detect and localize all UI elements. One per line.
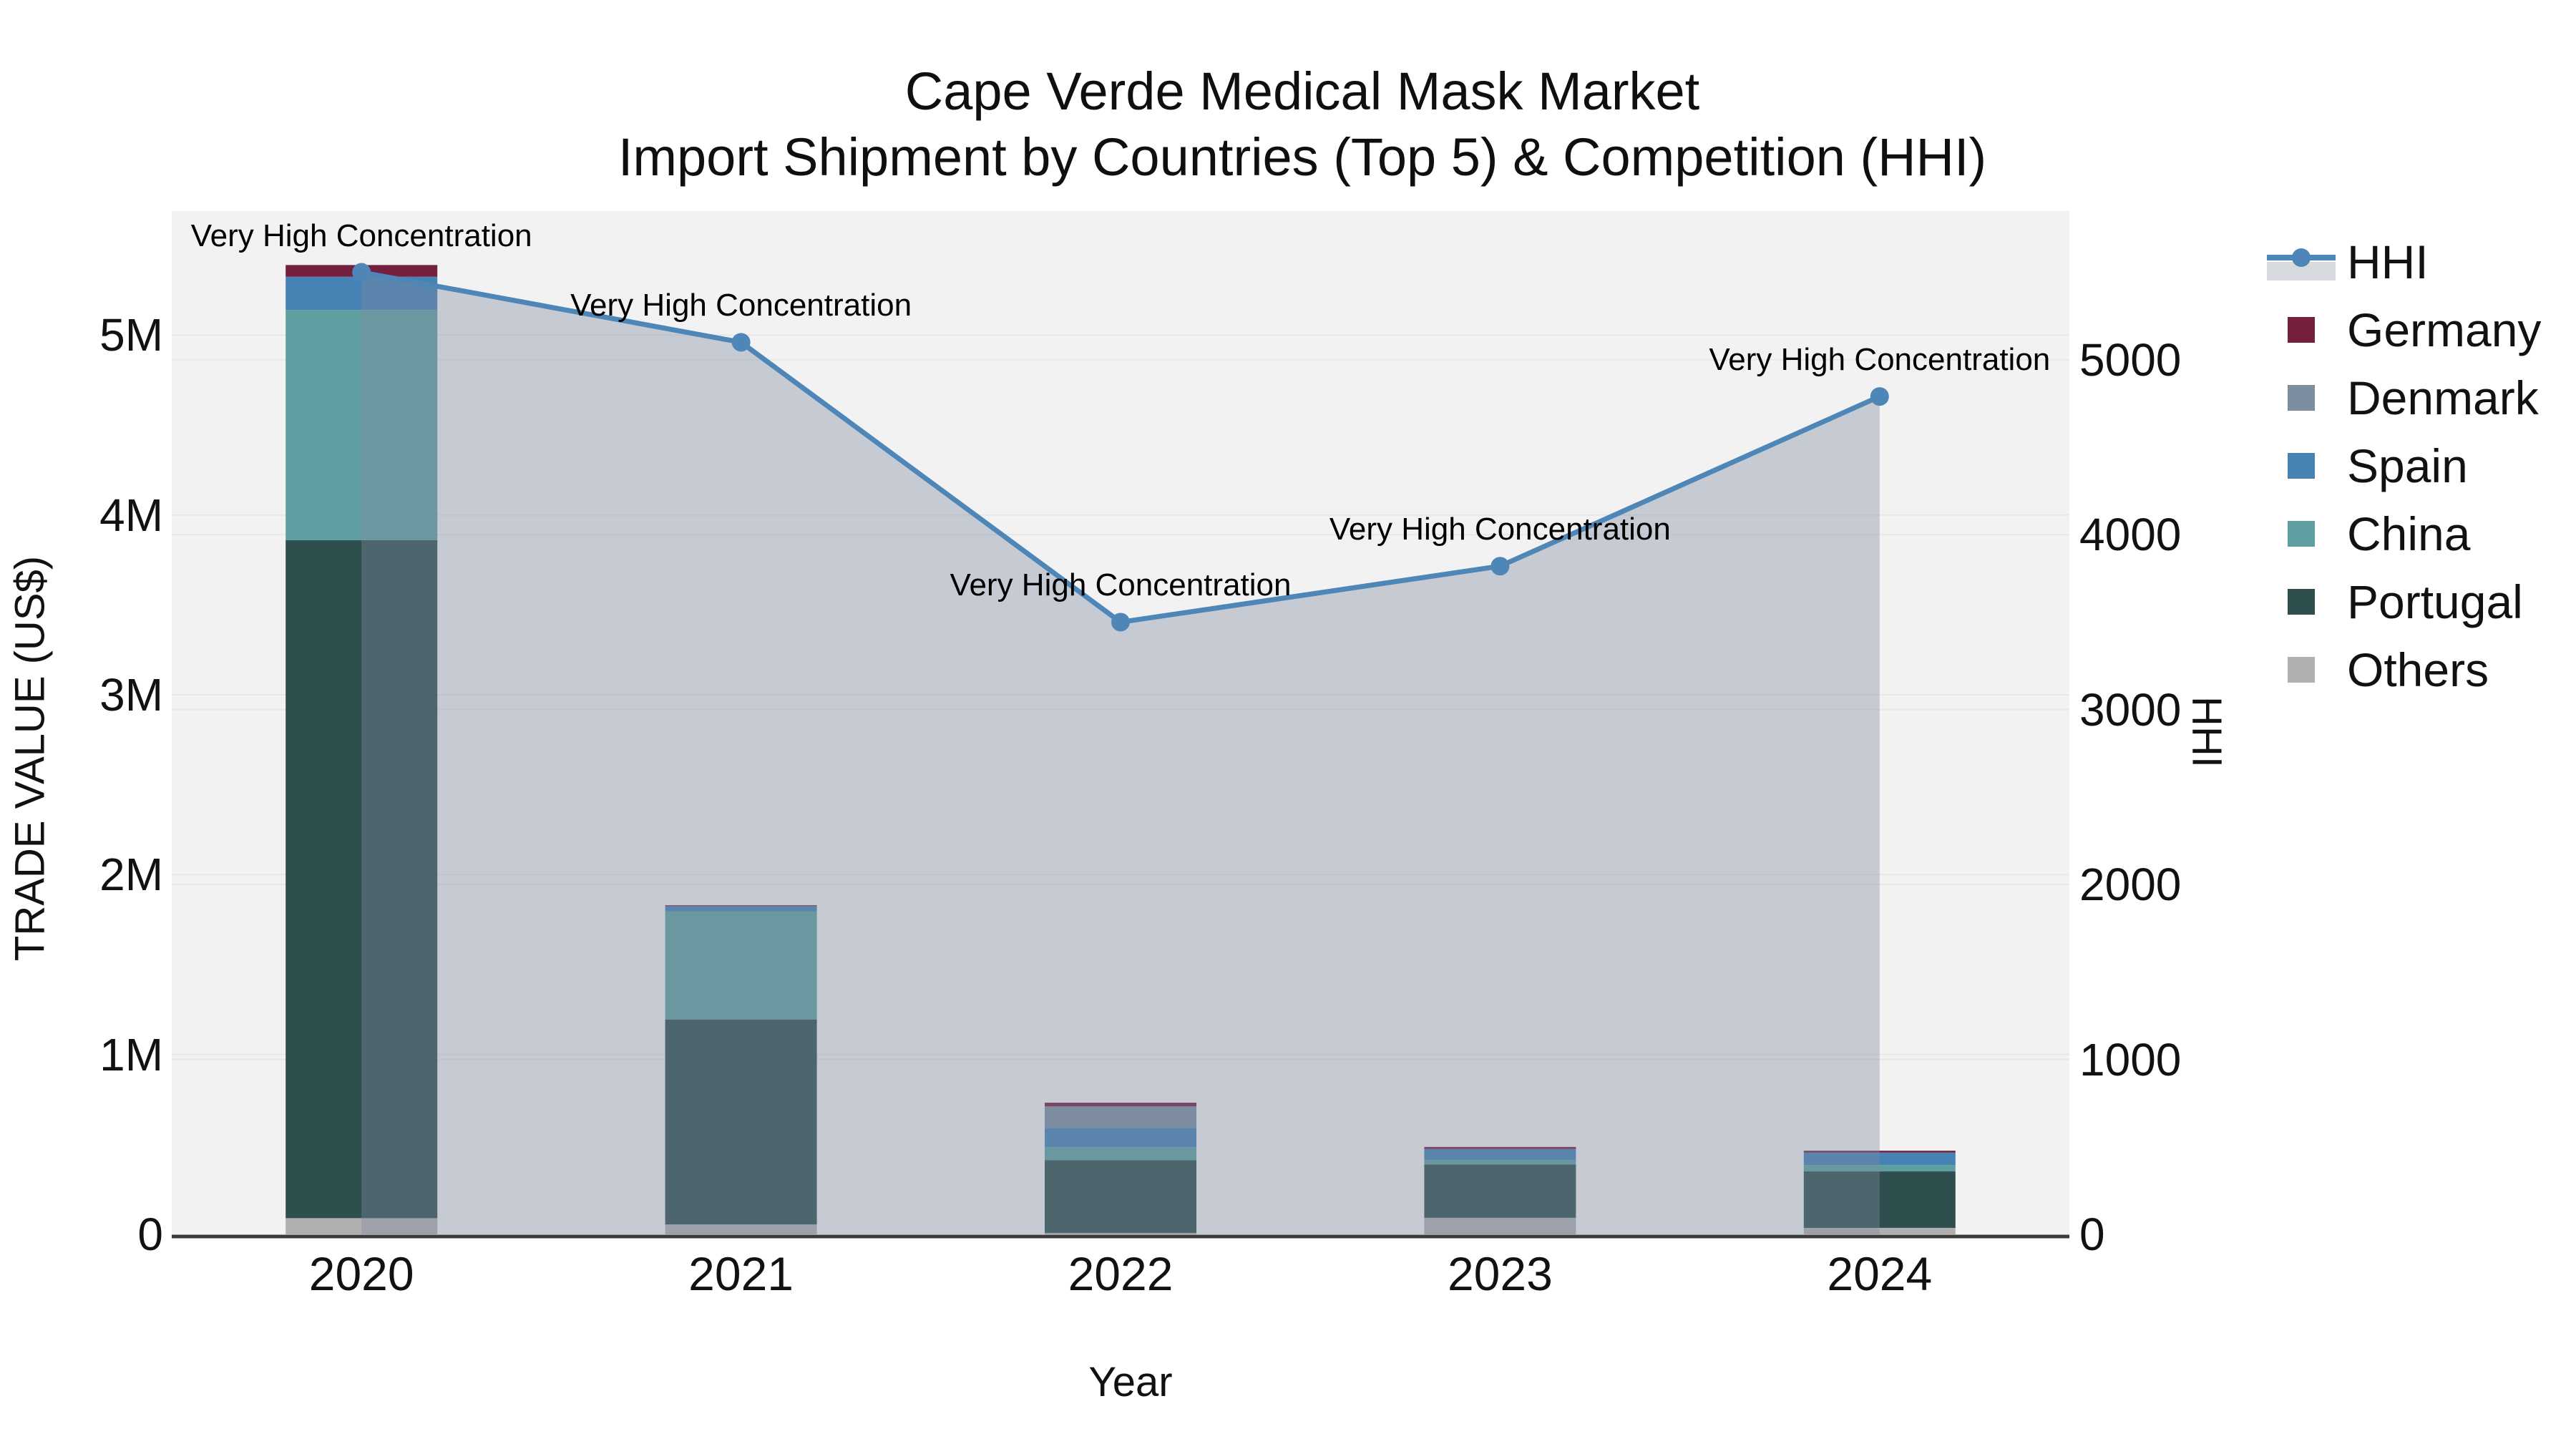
y-left-tick-4M: 4M xyxy=(99,489,163,541)
y-right-tick-4000: 4000 xyxy=(2079,509,2182,561)
x-tick-2024: 2024 xyxy=(1827,1247,1933,1300)
legend: HHI Germany Denmark Spain China Portugal Other… xyxy=(2267,237,2541,713)
annotation-2020: Very High Concentration xyxy=(190,218,532,253)
legend-label-spain: Spain xyxy=(2347,439,2468,492)
y-left-tick-0: 0 xyxy=(137,1209,163,1260)
bar-2024-spain[interactable] xyxy=(1803,1152,1956,1166)
china-swatch-icon xyxy=(2267,521,2336,547)
legend-label-denmark: Denmark xyxy=(2347,371,2539,424)
legend-item-germany[interactable]: Germany xyxy=(2267,305,2541,355)
bar-2023-spain[interactable] xyxy=(1424,1148,1576,1160)
annotation-2024: Very High Concentration xyxy=(1709,342,2051,378)
legend-label-china: China xyxy=(2347,507,2471,560)
annotation-2023: Very High Concentration xyxy=(1329,512,1671,547)
y-left-tick-3M: 3M xyxy=(99,669,163,721)
annotation-2022: Very High Concentration xyxy=(950,567,1292,603)
chart-title-line2: Import Shipment by Countries (Top 5) & C… xyxy=(618,127,1987,187)
bar-2023-others[interactable] xyxy=(1424,1217,1576,1234)
x-tick-2023: 2023 xyxy=(1447,1247,1553,1300)
legend-item-portugal[interactable]: Portugal xyxy=(2267,577,2541,627)
x-tick-2022: 2022 xyxy=(1068,1247,1174,1300)
legend-item-spain[interactable]: Spain xyxy=(2267,441,2541,491)
hhi-marker-2021[interactable] xyxy=(731,333,751,352)
legend-label-portugal: Portugal xyxy=(2347,575,2523,628)
bar-2020-china[interactable] xyxy=(286,310,438,540)
bar-2022-china[interactable] xyxy=(1045,1147,1196,1161)
bar-2022-others[interactable] xyxy=(1045,1232,1196,1234)
legend-label-hhi: HHI xyxy=(2347,235,2429,288)
bar-2022-portugal[interactable] xyxy=(1045,1160,1196,1233)
others-swatch-icon xyxy=(2267,657,2336,683)
legend-item-china[interactable]: China xyxy=(2267,509,2541,559)
hhi-marker-2024[interactable] xyxy=(1870,387,1889,406)
x-tick-2020: 2020 xyxy=(308,1247,414,1300)
legend-label-others: Others xyxy=(2347,643,2489,696)
x-tick-2021: 2021 xyxy=(688,1247,794,1300)
bar-2020-portugal[interactable] xyxy=(286,540,438,1219)
bar-2024-germany[interactable] xyxy=(1803,1151,1956,1153)
plot-area-background xyxy=(172,211,2069,1234)
y-right-tick-5000: 5000 xyxy=(2079,333,2182,386)
bar-2024-portugal[interactable] xyxy=(1803,1171,1956,1228)
hhi-marker-2023[interactable] xyxy=(1491,557,1510,576)
hhi-marker-2020[interactable] xyxy=(352,263,371,282)
bar-2023-portugal[interactable] xyxy=(1424,1164,1576,1218)
legend-label-germany: Germany xyxy=(2347,303,2542,356)
bar-2022-denmark[interactable] xyxy=(1045,1106,1196,1128)
hhi-line-icon xyxy=(2267,242,2336,282)
bar-2024-china[interactable] xyxy=(1803,1165,1956,1172)
chart-title: Cape Verde Medical Mask Market Import Sh… xyxy=(618,59,1986,190)
bar-2021-germany[interactable] xyxy=(665,905,817,907)
x-axis-title: Year xyxy=(1088,1359,1173,1405)
germany-swatch-icon xyxy=(2267,317,2336,343)
y-right-tick-0: 0 xyxy=(2079,1209,2105,1260)
legend-item-hhi[interactable]: HHI xyxy=(2267,237,2541,287)
y-right-tick-2000: 2000 xyxy=(2079,859,2182,911)
y-axis-title-right: HHI xyxy=(2183,696,2230,768)
portugal-swatch-icon xyxy=(2267,589,2336,615)
chart-title-line1: Cape Verde Medical Mask Market xyxy=(904,62,1700,121)
bar-2022-germany[interactable] xyxy=(1045,1103,1196,1107)
denmark-swatch-icon xyxy=(2267,385,2336,411)
spain-swatch-icon xyxy=(2267,453,2336,479)
bar-2022-spain[interactable] xyxy=(1045,1128,1196,1148)
bar-2021-portugal[interactable] xyxy=(665,1019,817,1225)
bar-2023-germany[interactable] xyxy=(1424,1146,1576,1149)
hhi-marker-2022[interactable] xyxy=(1111,613,1130,632)
y-left-tick-2M: 2M xyxy=(99,849,163,901)
bar-2021-spain[interactable] xyxy=(665,906,817,912)
bar-2021-others[interactable] xyxy=(665,1224,817,1234)
bar-2020-others[interactable] xyxy=(286,1218,438,1234)
legend-item-denmark[interactable]: Denmark xyxy=(2267,373,2541,423)
y-left-tick-5M: 5M xyxy=(99,309,163,361)
annotation-2021: Very High Concentration xyxy=(570,288,912,323)
y-right-tick-1000: 1000 xyxy=(2079,1033,2182,1085)
y-right-tick-3000: 3000 xyxy=(2079,683,2182,736)
bar-2023-china[interactable] xyxy=(1424,1159,1576,1165)
hhi-area-fill xyxy=(361,272,1880,1234)
y-axis-title-left: TRADE VALUE (US$) xyxy=(6,555,54,962)
bar-2021-china[interactable] xyxy=(665,911,817,1020)
bar-2024-others[interactable] xyxy=(1803,1227,1956,1234)
y-left-tick-1M: 1M xyxy=(99,1028,163,1080)
legend-item-others[interactable]: Others xyxy=(2267,645,2541,695)
